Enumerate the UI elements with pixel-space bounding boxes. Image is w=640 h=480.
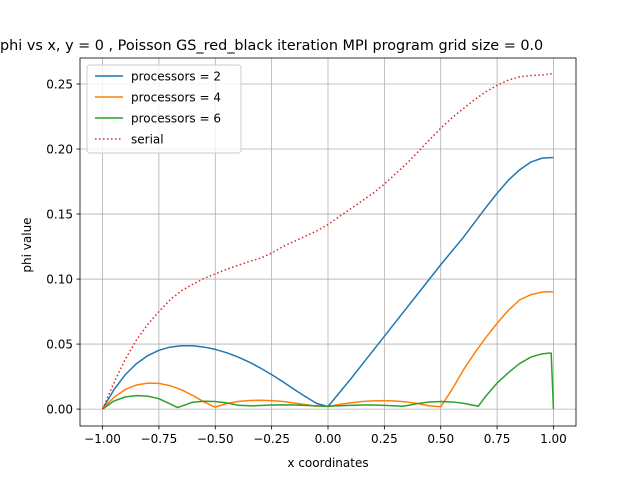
legend: processors = 2 processors = 4 processors =… xyxy=(86,64,242,154)
x-tick-label: −0.25 xyxy=(253,432,290,446)
y-tick-label: 0.10 xyxy=(46,272,73,286)
y-ticks: 0.00 0.05 0.10 0.15 0.20 0.25 xyxy=(46,77,80,416)
legend-label-0: processors = 2 xyxy=(131,69,221,83)
chart-title: phi vs x, y = 0 , Poisson GS_red_black i… xyxy=(0,38,543,54)
series-lines xyxy=(101,72,555,410)
y-tick-label: 0.20 xyxy=(46,142,73,156)
legend-label-1: processors = 4 xyxy=(131,90,221,104)
y-tick-label: 0.00 xyxy=(46,402,73,416)
series-line-3 xyxy=(101,72,554,410)
x-tick-label: 0.75 xyxy=(484,432,511,446)
legend-label-3: serial xyxy=(131,132,164,146)
y-tick-label: 0.05 xyxy=(46,337,73,351)
grid-lines xyxy=(80,58,576,426)
x-tick-label: 0.50 xyxy=(427,432,454,446)
x-tick-label: 1.00 xyxy=(540,432,567,446)
x-ticks: −1.00 −0.75 −0.50 −0.25 0.00 0.25 0.50 0.75 1.00 xyxy=(84,426,567,446)
series-line-2 xyxy=(102,352,555,410)
series-line-0 xyxy=(101,156,554,410)
x-tick-label: 0.00 xyxy=(315,432,342,446)
y-axis-label: phi value xyxy=(20,217,34,272)
y-tick-label: 0.25 xyxy=(46,77,73,91)
x-tick-label: −1.00 xyxy=(84,432,121,446)
legend-box xyxy=(86,64,242,154)
x-tick-label: 0.25 xyxy=(371,432,398,446)
x-tick-label: −0.75 xyxy=(141,432,178,446)
x-axis-label: x coordinates xyxy=(287,456,368,470)
x-tick-label: −0.50 xyxy=(197,432,234,446)
legend-label-2: processors = 6 xyxy=(131,111,221,125)
y-tick-label: 0.15 xyxy=(46,207,73,221)
